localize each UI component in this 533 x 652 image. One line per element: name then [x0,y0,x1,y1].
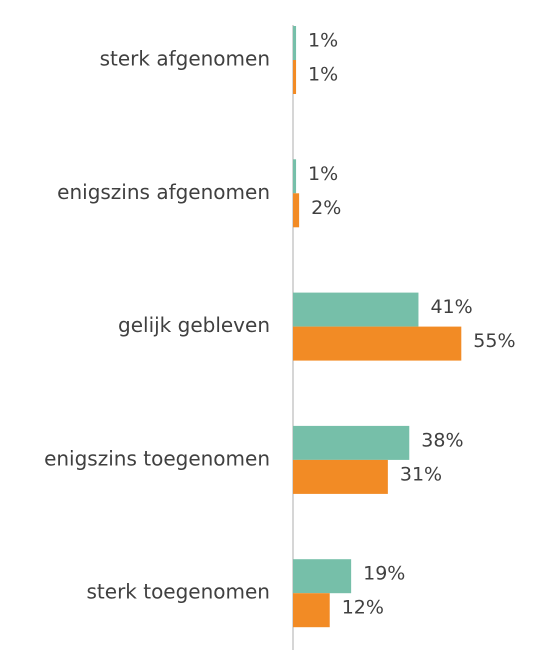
value-label: 12% [342,597,384,619]
value-label: 19% [363,563,405,585]
value-label: 41% [430,296,472,318]
value-label: 55% [473,330,515,352]
bar [293,326,462,361]
value-label: 38% [421,429,463,451]
bar [293,559,352,594]
value-label: 1% [308,163,338,185]
bar [293,60,297,94]
value-label: 1% [308,30,338,52]
category-label: gelijk gebleven [118,313,270,337]
bar [293,425,410,460]
category-label: sterk toegenomen [87,580,271,604]
category-label: enigszins toegenomen [44,446,270,470]
bar [293,593,330,628]
bar [293,193,300,228]
bar [293,26,297,60]
category-label: enigszins afgenomen [57,180,270,204]
bar [293,159,297,194]
bar [293,459,388,494]
value-label: 2% [311,197,341,219]
bar [293,292,419,327]
value-label: 31% [400,463,442,485]
category-label: sterk afgenomen [100,47,270,71]
value-label: 1% [308,64,338,86]
